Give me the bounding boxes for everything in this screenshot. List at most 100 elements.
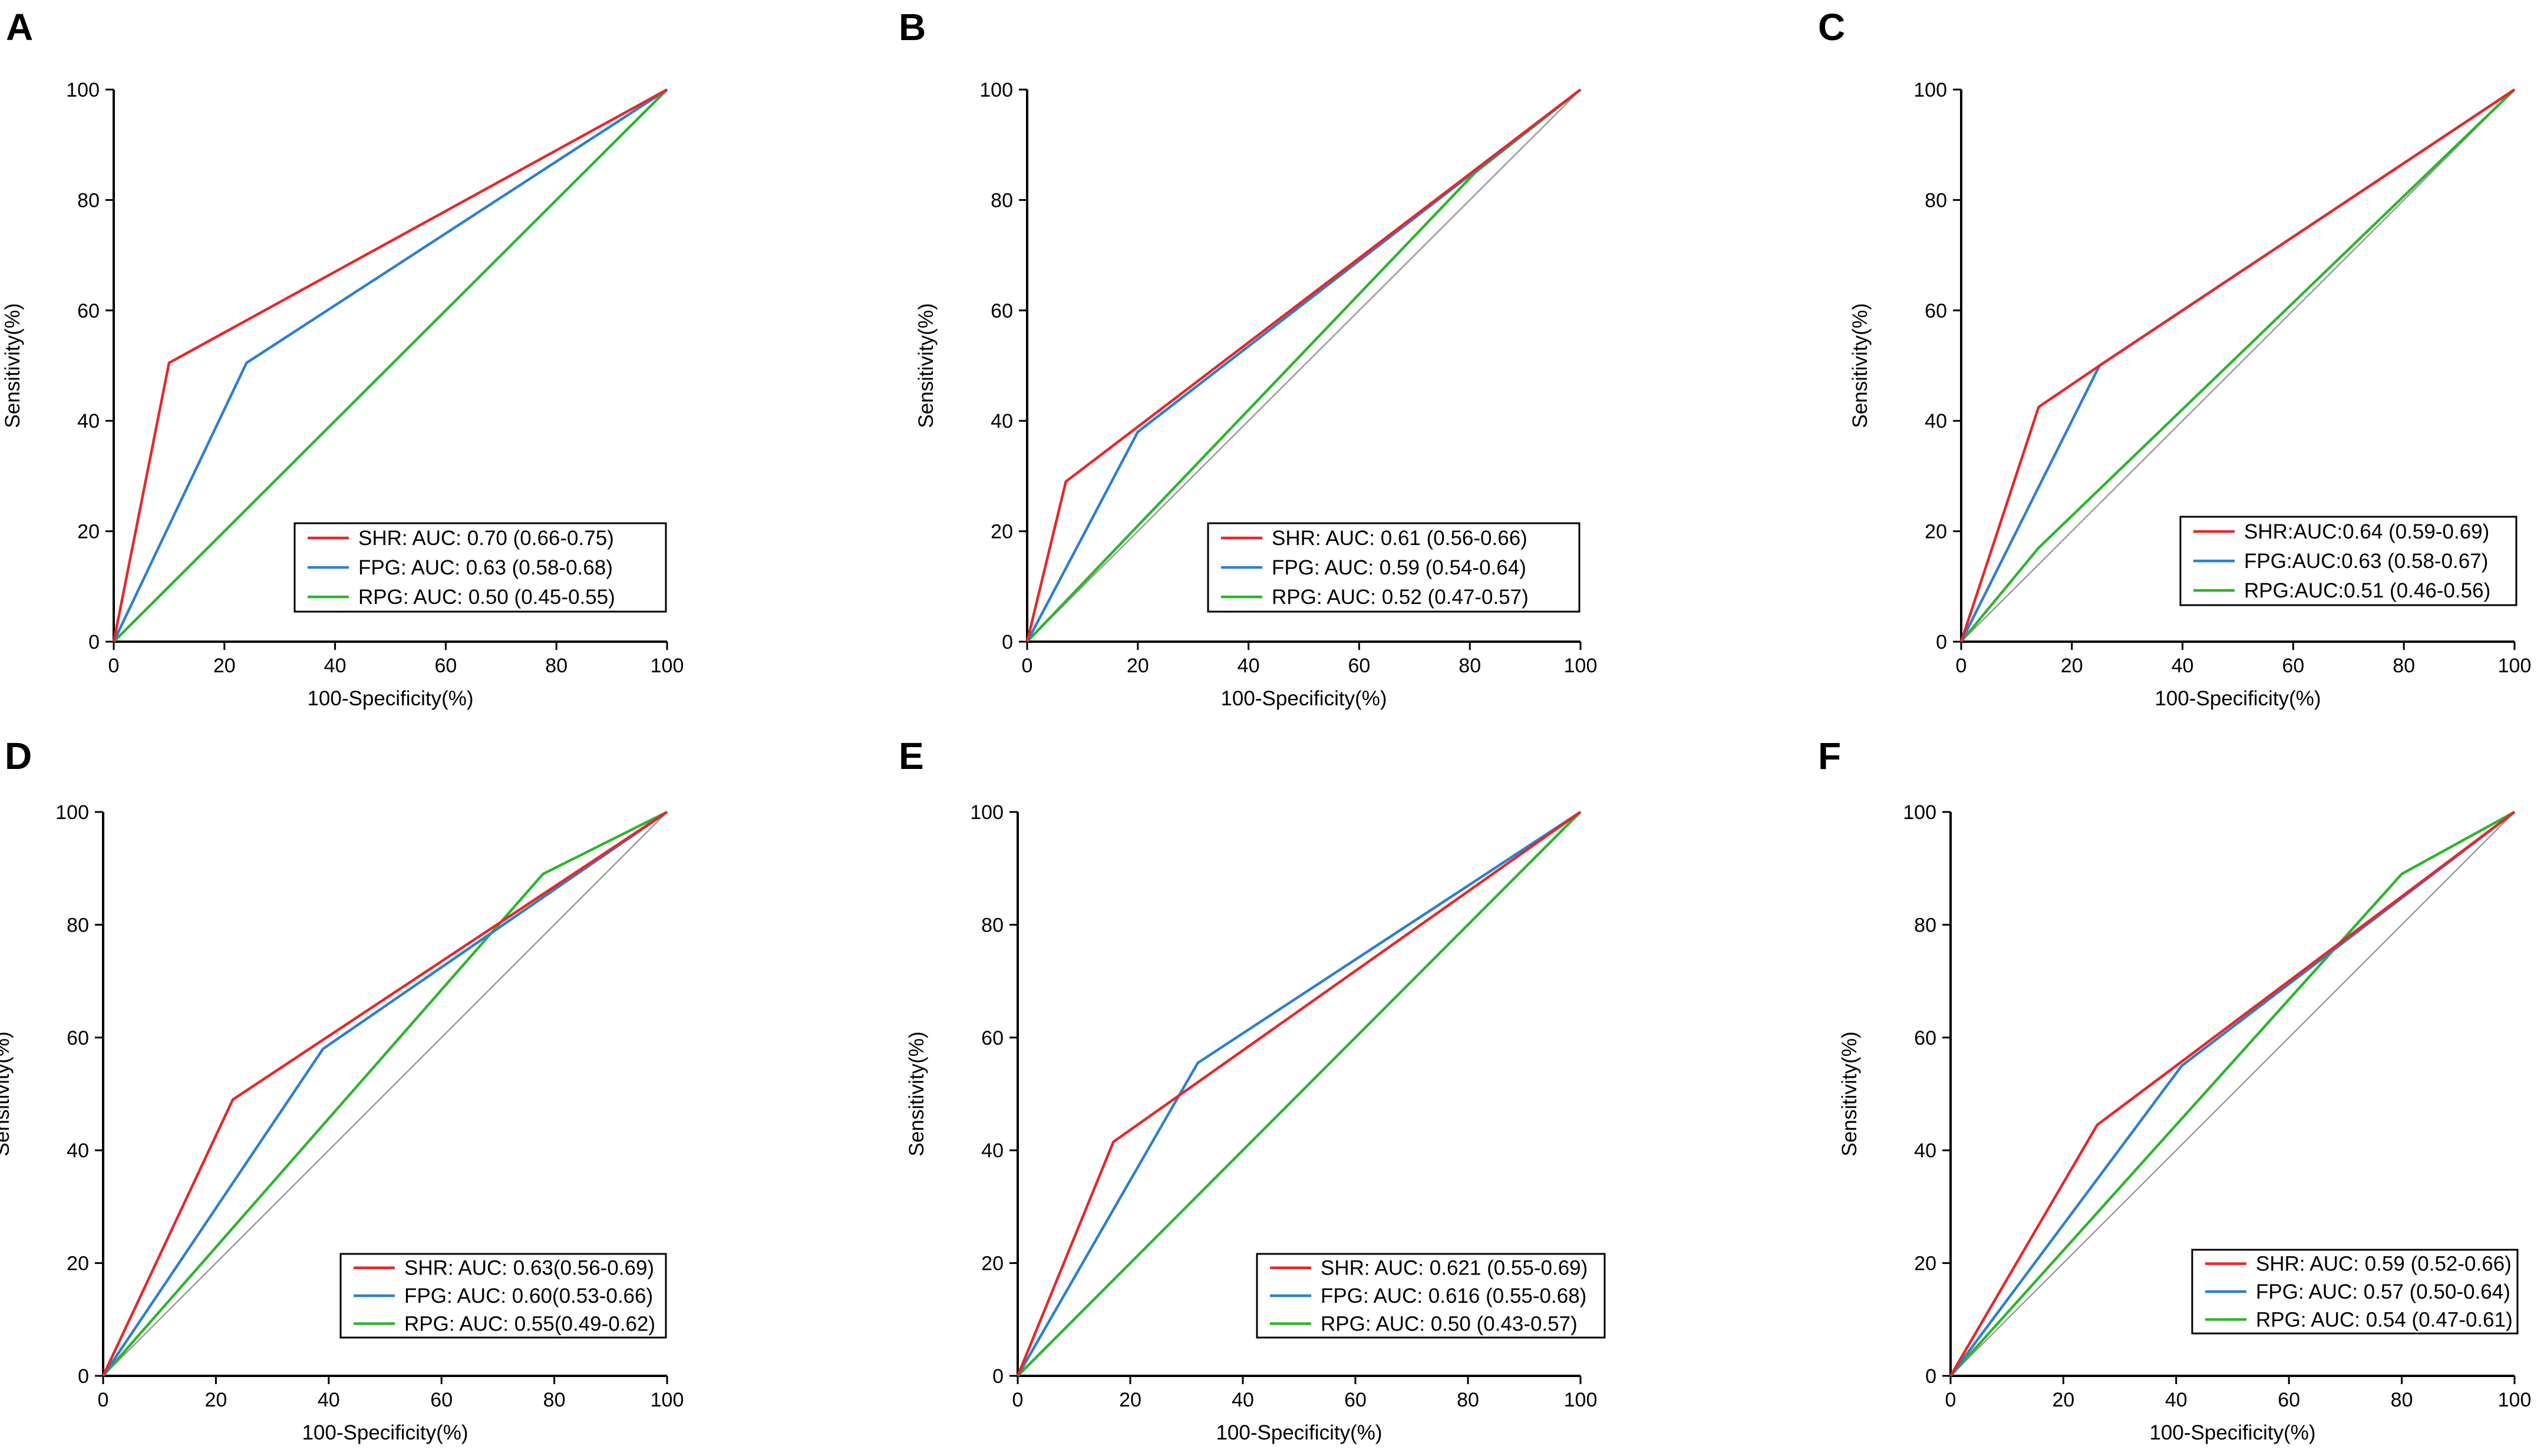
- legend-entry-fpg: FPG: AUC: 0.63 (0.58-0.68): [358, 556, 613, 579]
- panel-letter: B: [899, 6, 926, 48]
- y-tick-label: 40: [991, 410, 1013, 432]
- rpg-roc-line: [1017, 811, 1582, 1377]
- y-tick-label: 40: [1914, 1140, 1936, 1162]
- legend: SHR: AUC: 0.70 (0.66-0.75) FPG: AUC: 0.63…: [293, 522, 667, 613]
- shr-roc-line: [1959, 88, 2516, 642]
- x-tick-label: 100: [1564, 655, 1598, 677]
- legend: SHR:AUC:0.64 (0.59-0.69) FPG:AUC:0.63 (0.…: [2179, 516, 2517, 606]
- y-tick-label: 60: [991, 300, 1013, 322]
- x-axis-label: 100-Specificity(%): [2154, 687, 2321, 710]
- x-tick-label: 60: [430, 1389, 453, 1411]
- legend-entry-shr: SHR: AUC: 0.621 (0.55-0.69): [1321, 1257, 1588, 1280]
- x-tick-label: 0: [1012, 1389, 1024, 1411]
- x-tick-label: 40: [324, 655, 347, 677]
- legend-entry-rpg: RPG: AUC: 0.55(0.49-0.62): [404, 1312, 655, 1335]
- x-tick-label: 80: [545, 655, 567, 677]
- y-tick-label: 0: [1936, 631, 1947, 653]
- x-tick-label: 100: [651, 1389, 684, 1411]
- legend-entry-rpg: RPG: AUC: 0.50 (0.43-0.57): [1321, 1312, 1578, 1335]
- y-tick-label: 20: [77, 521, 100, 543]
- panel-letter: A: [6, 6, 33, 48]
- y-tick-label: 100: [1913, 79, 1947, 101]
- y-tick-label: 0: [78, 1365, 89, 1388]
- panel-letter: C: [1818, 6, 1845, 48]
- panel-letter: E: [899, 735, 924, 777]
- x-tick-label: 20: [213, 655, 236, 677]
- rpg-roc-line: [1960, 88, 2516, 643]
- y-tick-label: 60: [67, 1027, 89, 1049]
- x-tick-label: 20: [1127, 655, 1149, 677]
- shr-roc-line: [1949, 811, 2516, 1377]
- y-tick-label: 100: [66, 79, 100, 101]
- x-tick-label: 40: [2172, 655, 2194, 677]
- y-tick-label: 20: [1925, 521, 1947, 543]
- reference-diagonal-line: [103, 811, 668, 1376]
- y-tick-label: 0: [1925, 1365, 1936, 1388]
- y-tick-label: 80: [1925, 189, 1947, 212]
- reference-diagonal-line: [1961, 89, 2515, 642]
- rpg-roc-line: [1949, 811, 2516, 1377]
- y-tick-label: 80: [991, 189, 1013, 212]
- legend-entry-fpg: FPG:AUC:0.63 (0.58-0.67): [2244, 550, 2488, 573]
- legend-entry-shr: SHR: AUC: 0.59 (0.52-0.66): [2256, 1253, 2512, 1276]
- legend-entry-fpg: FPG: AUC: 0.59 (0.54-0.64): [1272, 556, 1526, 579]
- y-axis-label: Sensitivity(%): [915, 303, 938, 428]
- reference-diagonal-line: [1027, 89, 1581, 642]
- y-tick-label: 60: [1925, 300, 1947, 322]
- y-tick-label: 80: [67, 914, 89, 936]
- x-tick-label: 20: [1119, 1389, 1141, 1411]
- y-tick-label: 0: [992, 1365, 1004, 1388]
- x-tick-label: 80: [1457, 1389, 1479, 1411]
- legend-box: [1207, 522, 1580, 613]
- x-axis-label: 100-Specificity(%): [1220, 687, 1387, 710]
- legend-box: [2179, 516, 2517, 606]
- y-axis-label: Sensitivity(%): [0, 1032, 14, 1157]
- x-tick-label: 60: [1348, 655, 1370, 677]
- legend: SHR: AUC: 0.621 (0.55-0.69) FPG: AUC: 0.6…: [1256, 1253, 1606, 1339]
- x-tick-label: 0: [108, 655, 120, 677]
- reference-diagonal-line: [1950, 811, 2515, 1376]
- x-tick-label: 40: [1238, 655, 1260, 677]
- legend-entry-shr: SHR: AUC: 0.63(0.56-0.69): [404, 1257, 654, 1280]
- x-tick-label: 100: [651, 655, 684, 677]
- legend-entry-fpg: FPG: AUC: 0.616 (0.55-0.68): [1321, 1285, 1586, 1308]
- y-tick-label: 100: [1903, 801, 1936, 824]
- y-tick-label: 60: [981, 1027, 1004, 1049]
- roc-panel-f: F 0 20 40 60 80 100 0 20 40 60 80 100 100-Specificity…: [1818, 735, 2531, 1444]
- legend: SHR: AUC: 0.63(0.56-0.69) FPG: AUC: 0.60(…: [339, 1253, 667, 1339]
- roc-panel-c: C 0 20 40 60 80 100 0 20 40 60 80 100 100-Specificity…: [1818, 6, 2531, 710]
- y-tick-label: 0: [88, 631, 100, 653]
- x-tick-label: 0: [98, 1389, 109, 1411]
- y-tick-label: 20: [1914, 1253, 1936, 1275]
- legend: SHR: AUC: 0.61 (0.56-0.66) FPG: AUC: 0.59…: [1207, 522, 1580, 613]
- shr-roc-line: [112, 88, 668, 642]
- shr-roc-line: [1025, 88, 1582, 642]
- x-axis-label: 100-Specificity(%): [2149, 1421, 2315, 1444]
- x-tick-label: 40: [2165, 1389, 2187, 1411]
- y-tick-label: 20: [981, 1253, 1004, 1275]
- legend-entry-fpg: FPG: AUC: 0.57 (0.50-0.64): [2256, 1280, 2510, 1303]
- x-tick-label: 20: [2061, 655, 2083, 677]
- legend-entry-rpg: RPG: AUC: 0.54 (0.47-0.61): [2256, 1308, 2513, 1331]
- legend-entry-rpg: RPG:AUC:0.51 (0.46-0.56): [2244, 579, 2490, 602]
- x-axis-label: 100-Specificity(%): [1216, 1421, 1382, 1444]
- x-tick-label: 60: [1344, 1389, 1367, 1411]
- y-tick-label: 80: [981, 914, 1004, 936]
- x-tick-label: 40: [1232, 1389, 1254, 1411]
- x-tick-label: 80: [1459, 655, 1481, 677]
- x-tick-label: 100: [2498, 1389, 2532, 1411]
- x-tick-label: 0: [1022, 655, 1033, 677]
- x-tick-label: 20: [2052, 1389, 2074, 1411]
- roc-panel-b: B 0 20 40 60 80 100 0 20 40 60 80 100 100-Specificity…: [899, 6, 1597, 710]
- y-tick-label: 100: [970, 801, 1004, 824]
- x-tick-label: 20: [204, 1389, 227, 1411]
- panel-letter: D: [5, 735, 32, 777]
- fpg-roc-line: [1017, 811, 1582, 1377]
- x-axis-label: 100-Specificity(%): [302, 1421, 468, 1444]
- y-tick-label: 20: [67, 1253, 89, 1275]
- y-axis-label: Sensitivity(%): [1849, 303, 1872, 428]
- x-tick-label: 60: [2278, 1389, 2300, 1411]
- fpg-roc-line: [102, 811, 668, 1377]
- y-tick-label: 80: [1914, 914, 1936, 936]
- y-tick-label: 40: [67, 1140, 89, 1162]
